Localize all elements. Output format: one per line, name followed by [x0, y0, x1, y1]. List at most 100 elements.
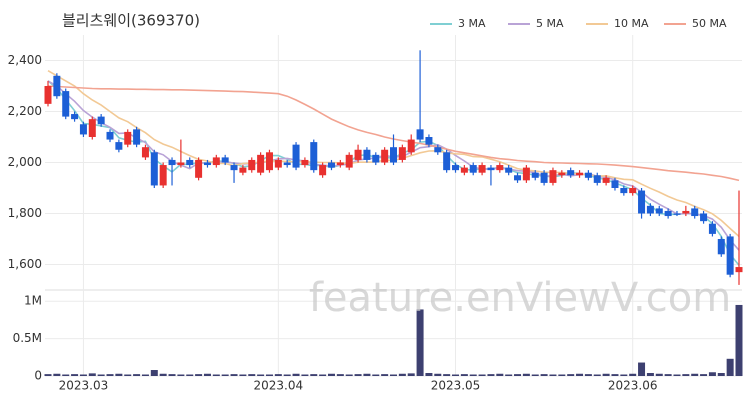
volume-bar: [71, 374, 79, 376]
volume-bar: [602, 373, 610, 376]
y-tick-label: 2,400: [8, 53, 42, 67]
volume-bar: [336, 374, 344, 376]
volume-bar: [673, 374, 681, 376]
volume-bar: [398, 373, 406, 376]
volume-bar: [221, 374, 229, 376]
volume-bar: [735, 304, 743, 376]
volume-bar: [327, 373, 335, 376]
x-tick-label: 2023.04: [254, 379, 304, 393]
volume-bar: [79, 374, 87, 376]
volume-bar: [478, 374, 486, 376]
volume-bar: [664, 374, 672, 376]
candle-body: [531, 172, 539, 178]
volume-bar: [469, 374, 477, 376]
volume-bar: [682, 374, 690, 376]
volume-bar: [106, 374, 114, 376]
volume-bar: [407, 373, 415, 376]
volume-bar: [726, 358, 734, 376]
candle-body: [159, 165, 167, 186]
volume-bar: [203, 373, 211, 376]
candle-body: [540, 172, 548, 183]
candle-body: [177, 162, 185, 166]
candle-body: [141, 147, 149, 158]
volume-bar: [700, 374, 708, 376]
chart-title: 블리츠웨이(369370): [62, 12, 200, 30]
volume-bar: [567, 374, 575, 376]
volume-bar: [514, 374, 522, 376]
volume-bar: [611, 374, 619, 376]
candle-body: [443, 152, 451, 171]
candle-body: [469, 165, 477, 173]
candle-body: [673, 213, 681, 215]
candle-body: [487, 167, 495, 171]
volume-bar: [230, 374, 238, 376]
volume-bar: [177, 374, 185, 376]
candle-body: [195, 159, 203, 178]
candle-body: [363, 149, 371, 160]
volume-bar: [540, 374, 548, 376]
volume-bar: [691, 373, 699, 376]
candle-body: [629, 188, 637, 194]
volume-bar: [638, 362, 646, 376]
candle-body: [584, 172, 592, 178]
candle-body: [88, 119, 96, 137]
volume-bar: [257, 374, 265, 376]
volume-bar: [531, 374, 539, 376]
candle-body: [186, 159, 194, 166]
volume-bar: [558, 374, 566, 376]
volume-bar: [655, 373, 663, 376]
candle-body: [221, 157, 229, 163]
volume-bar: [584, 374, 592, 376]
candle-body: [452, 165, 460, 171]
volume-bar: [186, 374, 194, 376]
candle-body: [460, 167, 468, 173]
candle-body: [124, 131, 132, 145]
candle-body: [646, 205, 654, 214]
volume-bar: [212, 374, 220, 376]
candle-body: [593, 175, 601, 183]
candle-body: [682, 210, 690, 214]
x-tick-label: 2023.06: [608, 379, 658, 393]
candle-body: [567, 170, 575, 176]
volume-bar: [593, 374, 601, 376]
candle-body: [611, 180, 619, 188]
y-tick-label: 1M: [24, 294, 42, 308]
legend-label: 3 MA: [458, 17, 486, 30]
candle-body: [203, 162, 211, 166]
candle-body: [558, 172, 566, 176]
volume-bar: [372, 374, 380, 376]
volume-bar: [97, 374, 105, 376]
candle-body: [301, 159, 309, 166]
volume-bar: [195, 374, 203, 376]
candle-body: [505, 167, 513, 173]
candle-body: [319, 165, 327, 176]
candle-body: [655, 208, 663, 214]
candle-body: [390, 147, 397, 163]
candle-body: [327, 162, 335, 168]
candle-body: [62, 91, 70, 117]
candle-body: [44, 86, 52, 104]
y-tick-label: 2,000: [8, 155, 42, 169]
volume-bar: [301, 374, 309, 376]
candle-body: [168, 159, 176, 166]
volume-bar: [283, 374, 291, 376]
volume-bar: [452, 374, 460, 376]
volume-bar: [115, 373, 123, 376]
candle-body: [372, 154, 380, 163]
candle-body: [336, 162, 344, 166]
volume-bar: [425, 373, 433, 376]
volume-bar: [629, 373, 637, 376]
candle-body: [133, 129, 141, 145]
y-tick-label: 0.5M: [13, 331, 42, 345]
candle-body: [664, 210, 672, 217]
volume-bar: [53, 373, 61, 376]
candle-body: [248, 159, 256, 171]
volume-bar: [168, 374, 176, 376]
volume-bar: [496, 373, 504, 376]
volume-bar: [319, 374, 327, 376]
candle-body: [230, 165, 238, 171]
volume-bar: [150, 370, 158, 376]
candle-body: [257, 154, 265, 173]
volume-bar: [274, 374, 282, 376]
